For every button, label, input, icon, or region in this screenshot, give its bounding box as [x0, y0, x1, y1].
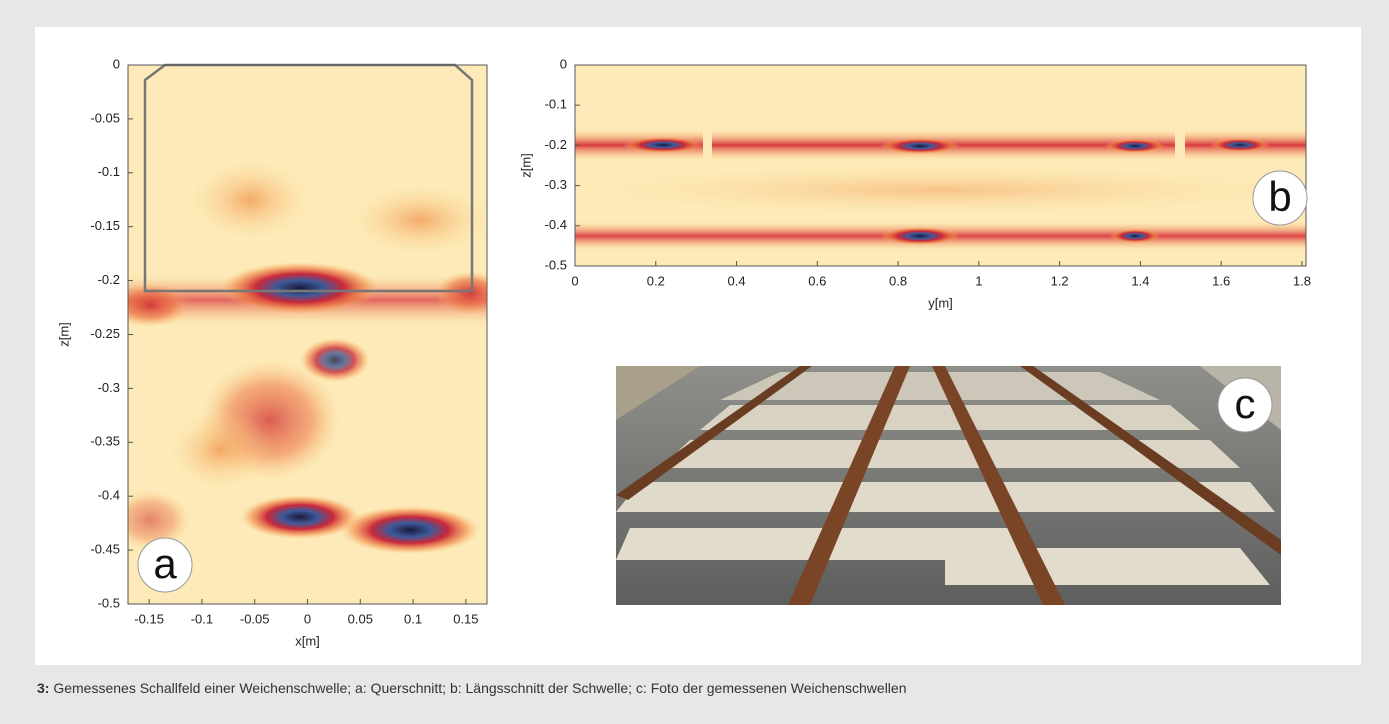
x-tick-label: 0.1	[404, 611, 422, 626]
x-tick-label: 0	[304, 611, 311, 626]
y-tick-label: -0.35	[90, 434, 120, 449]
y-tick-label: -0.4	[545, 217, 567, 232]
y-tick-label: -0.5	[98, 595, 120, 610]
caption: 3: Gemessenes Schallfeld einer Weichensc…	[37, 680, 907, 696]
y-tick-label: -0.05	[90, 110, 120, 125]
x-tick-label: 0	[571, 273, 578, 288]
x-tick-label: 0.4	[728, 273, 746, 288]
panel-letter-badge	[137, 537, 193, 593]
y-tick-label: -0.2	[545, 137, 567, 152]
y-tick-label: -0.45	[90, 542, 120, 557]
y-tick-label: -0.3	[98, 380, 120, 395]
x-tick-label: 0.15	[453, 611, 478, 626]
y-tick-label: -0.2	[98, 272, 120, 287]
caption-text: Gemessenes Schallfeld einer Weichenschwe…	[53, 680, 907, 696]
y-tick-label: -0.4	[98, 488, 120, 503]
y-tick-label: 0	[560, 56, 567, 71]
y-tick-label: -0.1	[98, 164, 120, 179]
y-axis-label: z[m]	[518, 153, 533, 178]
y-tick-label: -0.5	[545, 257, 567, 272]
panel-letter: c	[1235, 380, 1256, 427]
x-tick-label: 0.2	[647, 273, 665, 288]
x-tick-label: 0.8	[889, 273, 907, 288]
panel-letter: b	[1268, 173, 1291, 220]
x-tick-label: -0.15	[134, 611, 164, 626]
x-tick-label: -0.05	[240, 611, 270, 626]
y-tick-label: -0.25	[90, 326, 120, 341]
x-axis-label: y[m]	[928, 295, 953, 310]
x-tick-label: 0.05	[348, 611, 373, 626]
panel-letter: a	[153, 540, 177, 587]
x-tick-label: 1	[975, 273, 982, 288]
heatmap-b	[575, 65, 1306, 266]
panel-letter-badge	[1217, 377, 1273, 433]
figure: -0.15 -0.1 -0.05 0 0.05 0.1 0.15 0 -0.05 -0.1 -0.1…	[35, 27, 1361, 665]
y-tick-label: -0.1	[545, 97, 567, 112]
heatmap-a	[128, 65, 487, 604]
y-tick-label: -0.15	[90, 218, 120, 233]
panel-letter-badge	[1252, 170, 1308, 226]
y-axis-label: z[m]	[56, 322, 71, 347]
x-axis-label: x[m]	[295, 633, 320, 648]
photo-c	[616, 366, 1281, 605]
axes-frame	[574, 64, 1307, 267]
y-tick-label: -0.3	[545, 177, 567, 192]
x-tick-label: 1.4	[1131, 273, 1149, 288]
x-tick-label: 1.2	[1051, 273, 1069, 288]
x-tick-label: 0.6	[808, 273, 826, 288]
y-tick-label: 0	[113, 56, 120, 71]
figure-number: 3:	[37, 680, 50, 696]
x-tick-label: 1.8	[1293, 273, 1311, 288]
x-tick-label: -0.1	[191, 611, 213, 626]
x-tick-label: 1.6	[1212, 273, 1230, 288]
